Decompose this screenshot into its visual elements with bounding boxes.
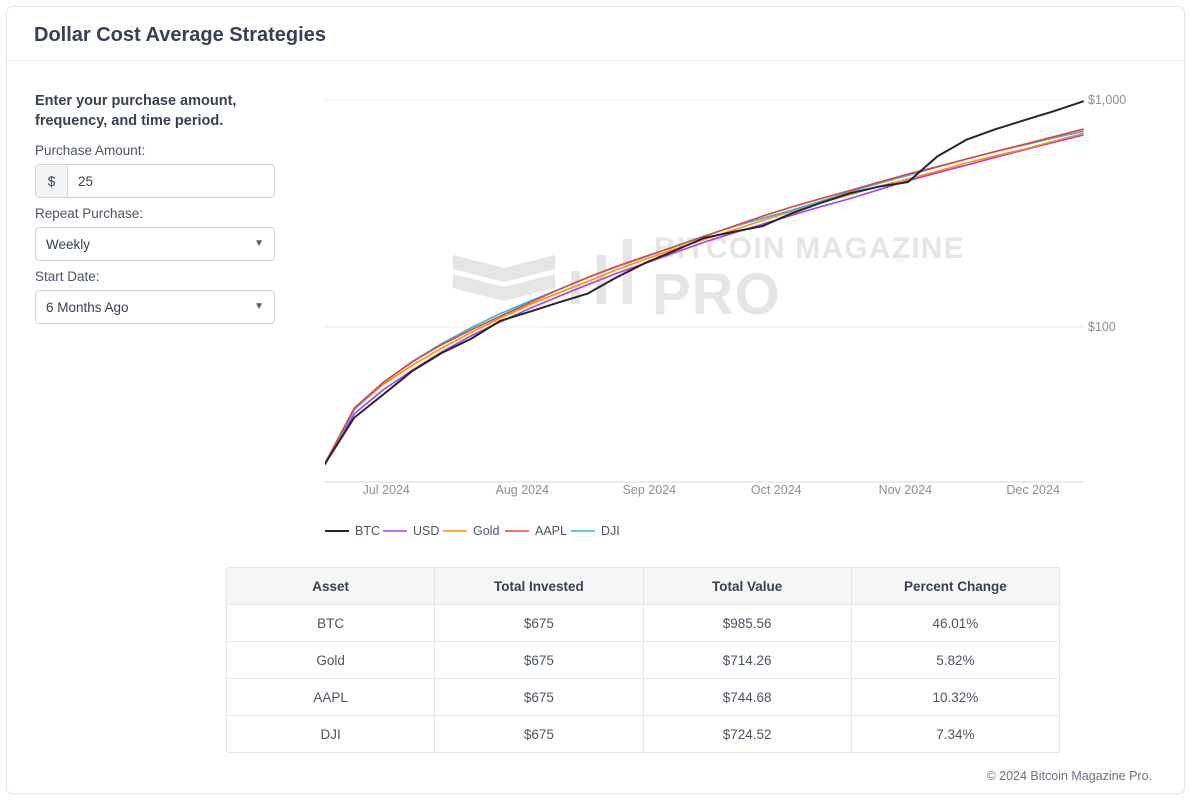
- svg-text:Sep 2024: Sep 2024: [623, 483, 677, 497]
- svg-text:Aug 2024: Aug 2024: [496, 483, 550, 497]
- svg-text:AAPL: AAPL: [535, 524, 567, 538]
- svg-text:Dec 2024: Dec 2024: [1006, 483, 1060, 497]
- svg-text:®: ®: [895, 250, 905, 265]
- svg-text:PRO: PRO: [652, 262, 781, 327]
- svg-text:$100: $100: [1088, 320, 1116, 334]
- svg-text:Jul 2024: Jul 2024: [363, 483, 410, 497]
- svg-text:USD: USD: [413, 524, 439, 538]
- svg-text:Oct 2024: Oct 2024: [751, 483, 802, 497]
- svg-text:Gold: Gold: [473, 524, 499, 538]
- svg-text:Nov 2024: Nov 2024: [879, 483, 933, 497]
- svg-text:$1,000: $1,000: [1088, 93, 1126, 107]
- svg-text:BTC: BTC: [355, 524, 380, 538]
- svg-text:DJI: DJI: [601, 524, 620, 538]
